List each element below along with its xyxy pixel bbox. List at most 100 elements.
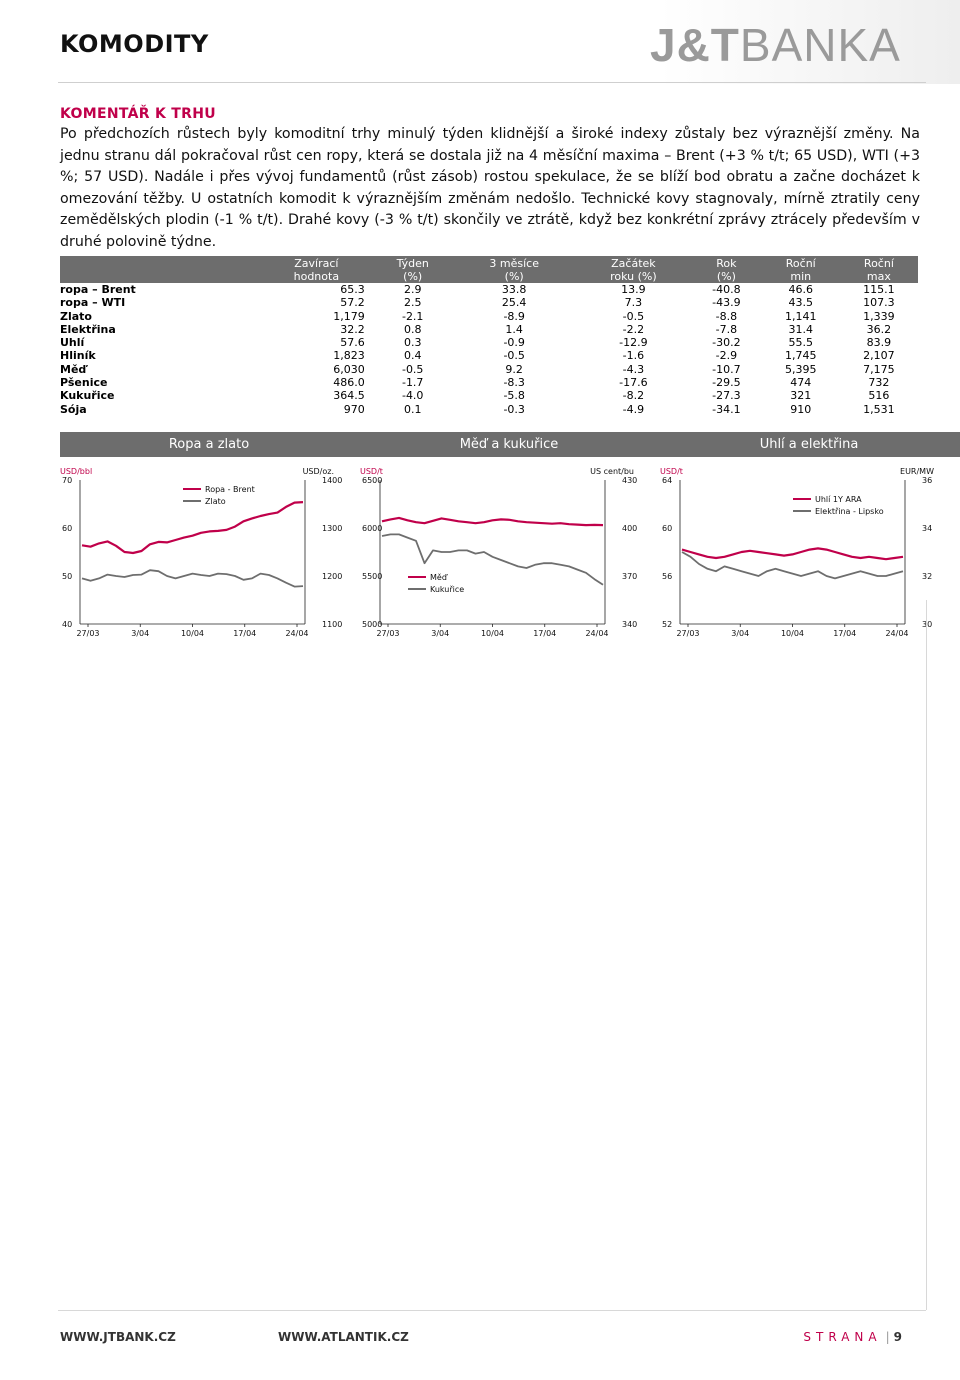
table-cell: 732 bbox=[868, 376, 890, 390]
right-tick-label: 1300 bbox=[322, 524, 342, 533]
table-header-line1: 3 měsíce bbox=[489, 256, 539, 270]
x-tick-label: 27/03 bbox=[676, 629, 699, 638]
header-decoration bbox=[660, 0, 960, 84]
right-tick-label: 400 bbox=[622, 524, 637, 533]
table-cell: 55.5 bbox=[788, 336, 814, 350]
table-header-5: Rok (%) bbox=[691, 256, 762, 283]
table-row: ropa – Brent 65.3 2.9 33.8 13.9 -40.8 46.6 115.… bbox=[60, 283, 918, 296]
commodity-name: Sója bbox=[60, 402, 87, 416]
table-cell: 5,395 bbox=[785, 362, 817, 376]
x-tick-label: 10/04 bbox=[481, 629, 504, 638]
chart-copper-corn-svg: USD/t US cent/bu 5000 5500 6000 6500 340 370 400… bbox=[360, 467, 637, 638]
table-cell: 2.5 bbox=[403, 296, 422, 310]
x-tick-label: 24/04 bbox=[285, 629, 308, 638]
table-cell: -4.3 bbox=[622, 362, 645, 376]
left-tick-label: 60 bbox=[662, 524, 672, 533]
table-cell: 910 bbox=[790, 402, 812, 416]
table-cell: -43.9 bbox=[712, 296, 741, 310]
table-cell: -30.2 bbox=[712, 336, 741, 350]
table-cell: -40.8 bbox=[712, 283, 741, 296]
left-tick-label: 52 bbox=[662, 620, 672, 629]
left-axis-unit: USD/t bbox=[660, 467, 683, 476]
table-cell: -0.3 bbox=[503, 402, 525, 416]
table-cell: 25.4 bbox=[501, 296, 527, 310]
commodity-name: Kukuřice bbox=[60, 389, 115, 403]
table-cell: 0.4 bbox=[403, 349, 422, 363]
table-cell: 2.9 bbox=[403, 283, 422, 296]
table-cell: -2.2 bbox=[622, 322, 645, 336]
chart-oil-gold-svg: USD/bbl USD/oz. 40 50 60 70 1100 1200 1300 1400 27… bbox=[60, 467, 342, 638]
table-cell: -4.9 bbox=[622, 402, 645, 416]
table-cell: 516 bbox=[868, 389, 890, 403]
table-cell: -5.8 bbox=[503, 389, 525, 403]
table-cell: -8.2 bbox=[622, 389, 645, 403]
commodity-name: Měď bbox=[60, 362, 87, 376]
footer-link-jtbank[interactable]: WWW.JTBANK.CZ bbox=[60, 1330, 176, 1344]
table-cell: 65.3 bbox=[340, 283, 365, 296]
table-header-line1: Zavírací bbox=[294, 256, 339, 270]
right-tick-label: 370 bbox=[622, 572, 637, 581]
table-cell: -0.5 bbox=[401, 362, 424, 376]
chart-oil-gold: USD/bbl USD/oz. 40 50 60 70 1100 1200 1300 1400 27… bbox=[60, 462, 342, 647]
table-row: Uhlí 57.6 0.3 -0.9 -12.9 -30.2 55.5 83.9 bbox=[60, 336, 918, 349]
table-cell: 7.3 bbox=[624, 296, 643, 310]
table-cell: 0.8 bbox=[403, 322, 422, 336]
left-tick-label: 60 bbox=[62, 524, 72, 533]
table-cell: 2,107 bbox=[863, 349, 895, 363]
table-header-1: Zavírací hodnota bbox=[260, 256, 373, 283]
table-cell: 364.5 bbox=[333, 389, 365, 403]
legend-label: Měď bbox=[430, 573, 448, 582]
table-header-3: 3 měsíce (%) bbox=[452, 256, 576, 283]
table-cell: 474 bbox=[790, 376, 812, 390]
right-tick-label: 430 bbox=[622, 476, 637, 485]
table-header-2: Týden (%) bbox=[372, 256, 453, 283]
table-cell: -8.3 bbox=[503, 376, 525, 390]
table-header-0 bbox=[60, 256, 260, 283]
table-header-line2: max bbox=[866, 269, 891, 283]
left-tick-label: 64 bbox=[662, 476, 672, 485]
right-tick-label: 34 bbox=[922, 524, 932, 533]
table-cell: 1.4 bbox=[505, 322, 523, 336]
table-cell: 32.2 bbox=[340, 322, 365, 336]
comment-text: Po předchozích růstech byly komoditní tr… bbox=[60, 126, 920, 250]
table-cell: 1,745 bbox=[785, 349, 817, 363]
table-row: Měď 6,030 -0.5 9.2 -4.3 -10.7 5,395 7,175 bbox=[60, 363, 918, 376]
logo-banka: BANKA bbox=[739, 19, 901, 71]
right-tick-label: 1100 bbox=[322, 620, 342, 629]
table-cell: 1,179 bbox=[333, 309, 365, 323]
table-cell: -27.3 bbox=[712, 389, 741, 403]
chart-coal-power: USD/t EUR/MW 52 56 60 64 30 32 34 36 27/03 3/04 10/0… bbox=[660, 462, 934, 647]
left-tick-label: 70 bbox=[62, 476, 72, 485]
left-tick-label: 6500 bbox=[362, 476, 382, 485]
right-axis-unit: USD/oz. bbox=[303, 467, 334, 476]
left-axis-unit: USD/bbl bbox=[60, 467, 92, 476]
legend-label: Ropa - Brent bbox=[205, 485, 255, 494]
table-cell: 1,823 bbox=[333, 349, 365, 363]
table-header-row: Zavírací hodnota Týden (%) 3 měsíce (%) Začáte… bbox=[60, 256, 918, 283]
page-label: STRANA bbox=[803, 1330, 882, 1344]
right-margin-rule bbox=[926, 600, 927, 1310]
x-tick-label: 24/04 bbox=[585, 629, 608, 638]
page-title: KOMODITY bbox=[60, 30, 209, 58]
table-cell: 57.6 bbox=[340, 336, 365, 350]
table-cell: -10.7 bbox=[712, 362, 741, 376]
table-cell: 115.1 bbox=[863, 283, 895, 296]
series-line-1 bbox=[381, 533, 604, 586]
table-cell: -12.9 bbox=[619, 336, 648, 350]
x-tick-label: 27/03 bbox=[376, 629, 399, 638]
logo-jt: J&T bbox=[650, 19, 740, 71]
table-cell: -4.0 bbox=[401, 389, 424, 403]
commodity-name: ropa – Brent bbox=[60, 283, 136, 296]
table-cell: 970 bbox=[343, 402, 365, 416]
table-cell: 486.0 bbox=[333, 376, 365, 390]
comment-title: KOMENTÁŘ K TRHU bbox=[60, 106, 216, 122]
table-header-line2: roku (%) bbox=[610, 269, 657, 283]
table-cell: 36.2 bbox=[866, 322, 892, 336]
footer-link-atlantik[interactable]: WWW.ATLANTIK.CZ bbox=[278, 1330, 409, 1344]
table-cell: -2.1 bbox=[401, 309, 424, 323]
x-tick-label: 17/04 bbox=[533, 629, 556, 638]
table-cell: 1,531 bbox=[863, 402, 895, 416]
right-tick-label: 1200 bbox=[322, 572, 342, 581]
table-cell: 321 bbox=[790, 389, 812, 403]
table-cell: 0.1 bbox=[403, 402, 422, 416]
